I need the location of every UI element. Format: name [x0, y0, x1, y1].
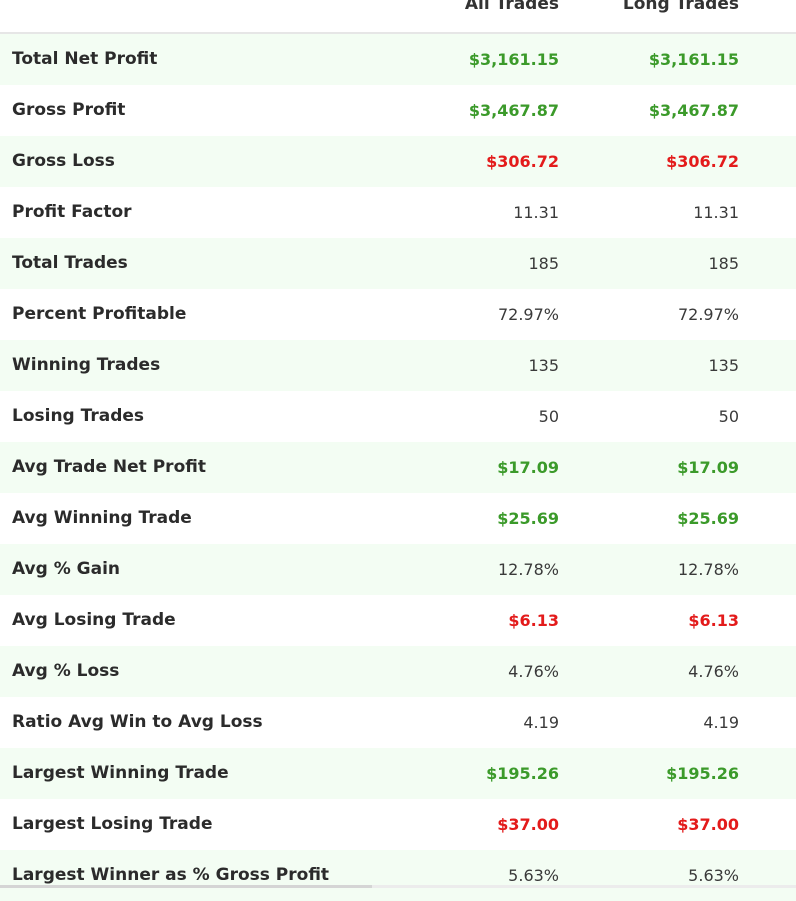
table-row: Profit Factor 11.31 11.31 — [0, 187, 796, 238]
table-row: Avg Trade Net Profit $17.09 $17.09 — [0, 442, 796, 493]
table-row: Losing Trades 50 50 — [0, 391, 796, 442]
all-trades-value: 11.31 — [513, 203, 559, 222]
metric-label: Total Trades — [12, 253, 128, 273]
metric-label: Largest Losing Trade — [12, 814, 213, 834]
performance-table: Total Net Profit $3,161.15 $3,161.15 Gross … — [0, 34, 796, 901]
column-header-long-trades[interactable]: Long Trades — [622, 0, 739, 14]
table-header: All Trades Long Trades — [0, 0, 796, 34]
metric-label: Gross Loss — [12, 151, 115, 171]
metric-label: Losing Trades — [12, 406, 145, 426]
table-row: Largest Winning Trade $195.26 $195.26 — [0, 748, 796, 799]
metric-label: Avg Trade Net Profit — [12, 457, 206, 477]
metric-label: Avg % Gain — [12, 559, 121, 579]
table-row: Avg % Gain 12.78% 12.78% — [0, 544, 796, 595]
all-trades-value: 5.63% — [508, 866, 559, 885]
all-trades-value: 12.78% — [497, 560, 559, 579]
metric-label: Avg Winning Trade — [12, 508, 192, 528]
table-row: Percent Profitable 72.97% 72.97% — [0, 289, 796, 340]
metric-label: Winning Trades — [12, 355, 161, 375]
metric-label: Percent Profitable — [12, 304, 187, 324]
long-trades-value: 50 — [718, 407, 739, 426]
table-row: Avg Winning Trade $25.69 $25.69 — [0, 493, 796, 544]
all-trades-value: $306.72 — [486, 152, 559, 171]
all-trades-value: $25.69 — [497, 509, 559, 528]
table-row: Largest Losing Trade $37.00 $37.00 — [0, 799, 796, 850]
metric-label: Largest Winner as % Gross Profit — [12, 865, 330, 885]
long-trades-value: $6.13 — [688, 611, 739, 630]
scrollbar-thumb[interactable] — [0, 885, 372, 888]
all-trades-value: $3,467.87 — [468, 101, 559, 120]
table-row: Total Net Profit $3,161.15 $3,161.15 — [0, 34, 796, 85]
table-row: Total Trades 185 185 — [0, 238, 796, 289]
table-row: Largest Winner as % Gross Profit 5.63% 5.6… — [0, 850, 796, 901]
metric-label: Largest Winning Trade — [12, 763, 229, 783]
all-trades-value: 4.19 — [523, 713, 559, 732]
all-trades-value: 72.97% — [497, 305, 559, 324]
long-trades-value: $3,161.15 — [648, 50, 739, 69]
long-trades-value: $195.26 — [666, 764, 739, 783]
long-trades-value: 11.31 — [693, 203, 739, 222]
all-trades-value: 135 — [528, 356, 559, 375]
metric-label: Avg Losing Trade — [12, 610, 176, 630]
long-trades-value: 72.97% — [677, 305, 739, 324]
all-trades-value: $37.00 — [497, 815, 559, 834]
metric-label: Gross Profit — [12, 100, 126, 120]
long-trades-value: 4.76% — [688, 662, 739, 681]
column-header-all-trades[interactable]: All Trades — [464, 0, 559, 14]
horizontal-scrollbar[interactable] — [0, 885, 796, 888]
table-row: Ratio Avg Win to Avg Loss 4.19 4.19 — [0, 697, 796, 748]
table-row: Avg % Loss 4.76% 4.76% — [0, 646, 796, 697]
long-trades-value: 4.19 — [703, 713, 739, 732]
all-trades-value: $195.26 — [486, 764, 559, 783]
long-trades-value: $17.09 — [677, 458, 739, 477]
all-trades-value: 50 — [538, 407, 559, 426]
table-row: Avg Losing Trade $6.13 $6.13 — [0, 595, 796, 646]
long-trades-value: $3,467.87 — [648, 101, 739, 120]
all-trades-value: $3,161.15 — [468, 50, 559, 69]
all-trades-value: $6.13 — [508, 611, 559, 630]
metric-label: Avg % Loss — [12, 661, 120, 681]
metric-label: Total Net Profit — [12, 49, 158, 69]
long-trades-value: 135 — [708, 356, 739, 375]
all-trades-value: $17.09 — [497, 458, 559, 477]
table-row: Winning Trades 135 135 — [0, 340, 796, 391]
all-trades-value: 185 — [528, 254, 559, 273]
long-trades-value: 12.78% — [677, 560, 739, 579]
table-row: Gross Loss $306.72 $306.72 — [0, 136, 796, 187]
long-trades-value: $306.72 — [666, 152, 739, 171]
metric-label: Profit Factor — [12, 202, 132, 222]
long-trades-value: 5.63% — [688, 866, 739, 885]
metric-label: Ratio Avg Win to Avg Loss — [12, 712, 263, 732]
long-trades-value: 185 — [708, 254, 739, 273]
long-trades-value: $25.69 — [677, 509, 739, 528]
all-trades-value: 4.76% — [508, 662, 559, 681]
long-trades-value: $37.00 — [677, 815, 739, 834]
table-row: Gross Profit $3,467.87 $3,467.87 — [0, 85, 796, 136]
